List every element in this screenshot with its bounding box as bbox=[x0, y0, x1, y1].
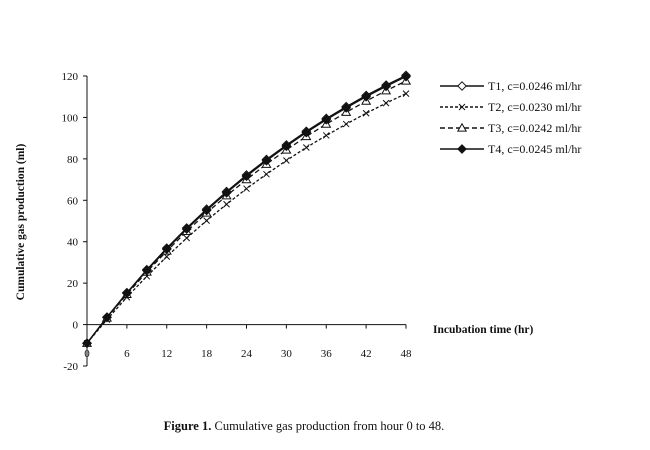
series-1 bbox=[82, 70, 411, 349]
axes: -20 0 20 40 60 80 100 120 6 12 18 24 30 36 42 48 0 bbox=[62, 71, 413, 373]
legend-label: T2, c=0.0230 ml/hr bbox=[488, 100, 581, 114]
series-4-point bbox=[381, 81, 391, 92]
series-4-point bbox=[321, 114, 332, 125]
series-2-point bbox=[263, 170, 270, 178]
series-4-point bbox=[201, 205, 212, 216]
x-tick-label: 12 bbox=[161, 348, 172, 360]
x-tick-label: 48 bbox=[401, 348, 413, 360]
legend-marker bbox=[457, 81, 467, 91]
series-3-line bbox=[86, 80, 407, 344]
series-4-point bbox=[401, 71, 411, 82]
figure-caption-text: Cumulative gas production from hour 0 to… bbox=[211, 419, 444, 433]
legend: T1, c=0.0246 ml/hr T2, c=0.0230 ml/hr T3, … bbox=[440, 79, 581, 156]
legend-marker bbox=[457, 144, 467, 154]
x-marker-stroke bbox=[183, 234, 191, 242]
series-2-point bbox=[183, 234, 191, 242]
series-4-point bbox=[241, 171, 252, 182]
legend-marker bbox=[456, 122, 468, 132]
y-tick-label: 100 bbox=[62, 112, 79, 124]
x-marker-stroke bbox=[382, 99, 390, 107]
series-4-point bbox=[361, 91, 372, 102]
series-2-point bbox=[322, 132, 330, 139]
series-4-point bbox=[301, 127, 312, 138]
x-marker-stroke bbox=[302, 144, 310, 151]
series-4-point bbox=[341, 102, 352, 113]
series-2-point bbox=[382, 99, 390, 107]
series-4-point bbox=[82, 338, 92, 349]
legend-item-1: T1, c=0.0246 ml/hr bbox=[440, 79, 581, 93]
series-2-point bbox=[402, 90, 410, 97]
series-2 bbox=[83, 90, 410, 347]
legend-marker bbox=[458, 103, 466, 111]
series-4-line bbox=[86, 76, 407, 344]
series-2-point bbox=[243, 185, 250, 193]
series-2-point bbox=[302, 144, 310, 151]
figure-caption: Figure 1. Cumulative gas production from… bbox=[164, 419, 445, 433]
y-tick-label: -20 bbox=[63, 361, 78, 373]
x-marker-stroke bbox=[283, 157, 290, 164]
series-4-point bbox=[161, 244, 172, 255]
series-4-point bbox=[121, 288, 132, 299]
x-tick-label: 18 bbox=[201, 348, 213, 360]
figure-caption-label: Figure 1. bbox=[164, 419, 212, 433]
series-4 bbox=[82, 71, 411, 349]
legend-item-4: T4, c=0.0245 ml/hr bbox=[440, 142, 581, 156]
x-tick-label: 42 bbox=[361, 348, 372, 360]
legend-label: T3, c=0.0242 ml/hr bbox=[488, 121, 581, 135]
y-tick-label: 0 bbox=[73, 320, 79, 332]
y-tick-label: 120 bbox=[62, 71, 79, 83]
x-marker-stroke bbox=[263, 170, 270, 178]
legend-label: T1, c=0.0246 ml/hr bbox=[488, 79, 581, 93]
x-marker-stroke bbox=[342, 120, 350, 128]
series-2-point bbox=[362, 109, 370, 117]
x-marker-stroke bbox=[243, 185, 250, 193]
x-tick-label: 36 bbox=[321, 348, 333, 360]
y-tick-label: 40 bbox=[67, 237, 79, 249]
x-tick-label: 6 bbox=[124, 348, 130, 360]
x-marker-stroke bbox=[458, 103, 466, 111]
series-2-point bbox=[203, 217, 210, 224]
series-3 bbox=[81, 75, 412, 347]
series-2-line bbox=[86, 93, 407, 344]
series-2-point bbox=[283, 157, 290, 164]
series-2-point bbox=[342, 120, 350, 128]
y-tick-label: 20 bbox=[67, 278, 79, 290]
y-tick-label: 60 bbox=[67, 195, 79, 207]
legend-label: T4, c=0.0245 ml/hr bbox=[488, 142, 581, 156]
x-tick-label: 30 bbox=[281, 348, 293, 360]
x-marker-stroke bbox=[362, 109, 370, 117]
series-4-point bbox=[281, 141, 292, 152]
series-4-point bbox=[261, 155, 272, 166]
x-marker-stroke bbox=[203, 217, 210, 224]
series-layer bbox=[81, 70, 412, 349]
x-axis-label: Incubation time (hr) bbox=[433, 324, 533, 336]
legend-item-3: T3, c=0.0242 ml/hr bbox=[440, 121, 581, 135]
y-axis-label: Cumulative gas production (ml) bbox=[15, 144, 27, 301]
series-4-point bbox=[221, 187, 232, 198]
x-marker-stroke bbox=[223, 200, 230, 208]
series-4-point bbox=[181, 224, 192, 234]
series-4-point bbox=[102, 312, 112, 323]
series-1-line bbox=[86, 74, 407, 344]
legend-item-2: T2, c=0.0230 ml/hr bbox=[440, 100, 581, 114]
y-tick-label: 80 bbox=[67, 154, 79, 166]
series-2-point bbox=[223, 200, 230, 208]
x-marker-stroke bbox=[322, 132, 330, 139]
x-marker-stroke bbox=[402, 90, 410, 97]
x-origin-label: 0 bbox=[84, 348, 90, 360]
x-tick-label: 24 bbox=[241, 348, 253, 360]
series-4-point bbox=[141, 265, 152, 276]
